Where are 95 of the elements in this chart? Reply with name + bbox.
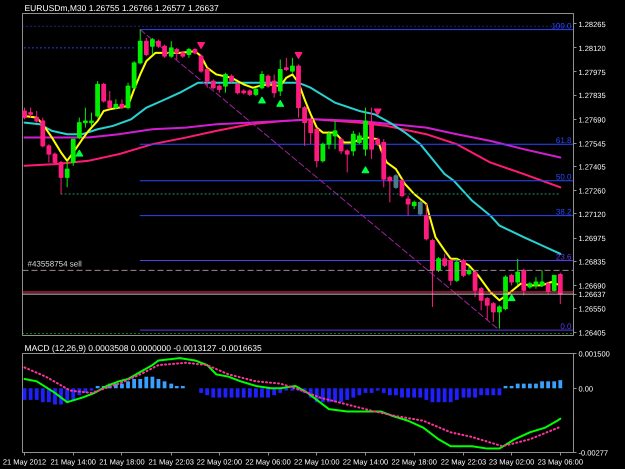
bar <box>400 388 404 398</box>
series-label: 0.0 <box>560 322 572 332</box>
bar <box>260 388 264 398</box>
bar <box>382 388 386 393</box>
series-label: 61.8 <box>556 136 572 146</box>
candlestick <box>546 282 551 294</box>
bar <box>412 388 416 398</box>
series-label: 38.2 <box>556 208 572 217</box>
bar <box>558 380 562 388</box>
bar <box>22 388 26 400</box>
bar <box>248 388 252 398</box>
bar <box>236 388 240 398</box>
bar <box>242 388 246 398</box>
candlestick <box>113 98 118 110</box>
bar <box>138 379 142 388</box>
bar <box>34 388 39 400</box>
candlestick <box>120 98 124 110</box>
series-label: 100.0 <box>551 22 572 31</box>
bar <box>126 381 130 388</box>
candlestick <box>186 47 192 58</box>
bar <box>230 388 234 398</box>
bar <box>150 376 154 388</box>
bar <box>436 388 440 402</box>
bar <box>442 388 447 402</box>
bar <box>156 379 160 388</box>
candlestick <box>223 72 228 94</box>
bar <box>224 388 228 398</box>
bar <box>516 384 520 388</box>
bar <box>180 386 185 388</box>
candlestick <box>394 174 398 190</box>
bar <box>394 388 398 396</box>
bar <box>430 388 434 402</box>
candlestick <box>260 70 264 90</box>
candlestick <box>436 256 441 273</box>
bar <box>370 388 374 393</box>
bar <box>424 388 428 400</box>
bar <box>522 384 526 388</box>
bar <box>448 388 453 402</box>
bar <box>120 384 124 388</box>
bar <box>473 388 477 398</box>
candlestick <box>150 37 155 56</box>
bar <box>254 388 258 398</box>
bar <box>345 388 350 400</box>
candlestick <box>509 273 514 286</box>
bar <box>327 388 331 402</box>
bar <box>364 388 368 393</box>
candlestick <box>454 258 460 283</box>
candlestick <box>168 40 174 58</box>
candlestick <box>406 195 410 216</box>
bar <box>406 388 410 398</box>
bar <box>454 388 459 400</box>
chart-title: MACD (12,26,9) 0.0003508 0.0000000 -0.0013127 -0.0016635 <box>24 343 262 353</box>
candlestick <box>64 160 70 188</box>
bar <box>358 388 362 396</box>
candlestick <box>461 258 466 278</box>
candlestick <box>284 57 289 72</box>
bar <box>211 388 216 398</box>
bar <box>333 388 337 402</box>
candlestick <box>424 203 429 242</box>
candlestick <box>70 138 76 166</box>
bar <box>174 386 179 388</box>
bar <box>199 388 203 393</box>
bar <box>40 388 45 402</box>
bar <box>418 388 422 398</box>
bar <box>28 388 33 400</box>
chart-title: EURUSDm,M30 1.26755 1.26766 1.26577 1.26637 <box>24 3 219 13</box>
bar <box>351 388 356 398</box>
bar <box>552 381 556 388</box>
candlestick <box>400 178 404 198</box>
candlestick <box>515 258 520 286</box>
bar <box>534 384 538 388</box>
candlestick <box>418 200 423 216</box>
bar <box>217 388 222 398</box>
bar <box>169 384 174 388</box>
bar <box>504 386 508 388</box>
bar <box>339 388 344 402</box>
candlestick <box>290 57 295 74</box>
bar <box>540 381 544 388</box>
candlestick <box>144 37 149 57</box>
bar <box>144 376 148 388</box>
bar <box>498 388 502 396</box>
bar <box>90 388 94 391</box>
bar <box>162 381 166 388</box>
series-label: 50.0 <box>556 172 572 182</box>
bar <box>510 386 514 388</box>
bar <box>96 386 100 388</box>
candlestick <box>278 59 283 97</box>
candlestick <box>521 268 526 296</box>
bar <box>266 388 270 398</box>
bar <box>546 381 550 388</box>
bar <box>132 379 136 388</box>
bar <box>528 384 532 388</box>
candlestick <box>552 274 557 292</box>
series-label: 23.6 <box>556 252 572 262</box>
ref-line-label: #43558754 sell <box>28 259 82 268</box>
